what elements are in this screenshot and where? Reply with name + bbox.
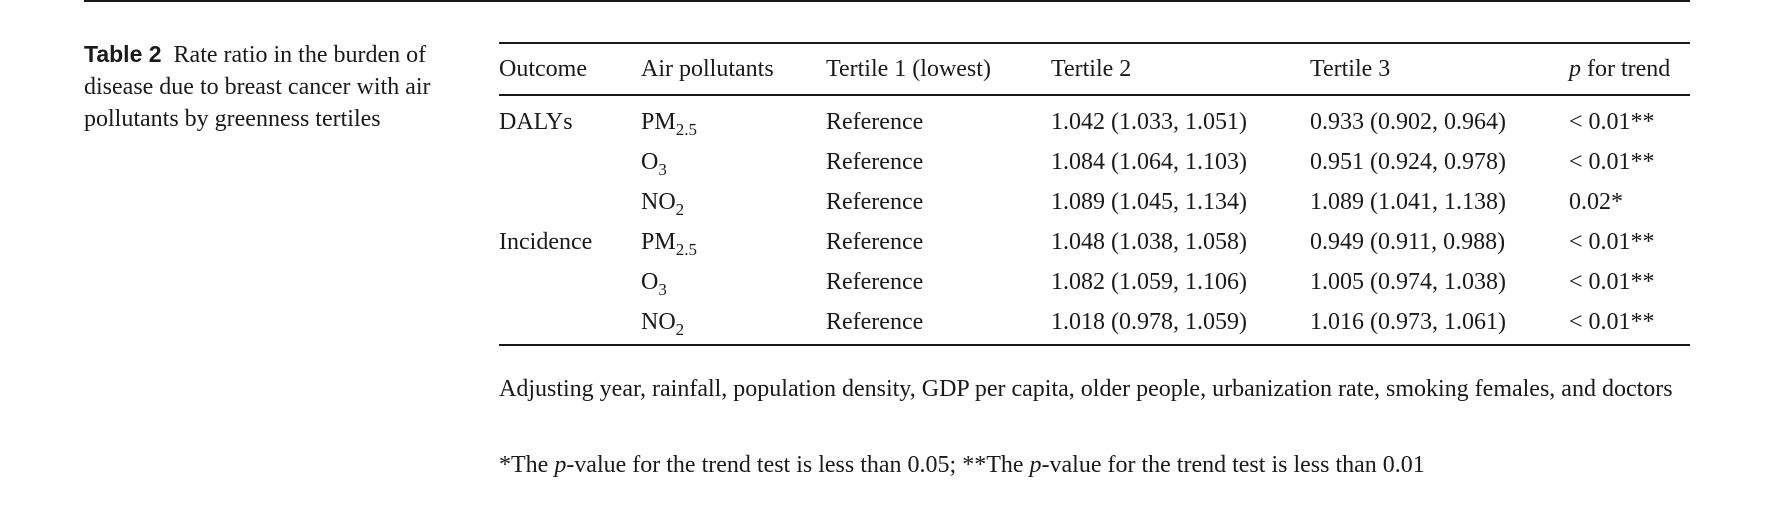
cell-pollutant: NO2 <box>641 308 685 339</box>
pollutant-subscript: 3 <box>658 160 667 179</box>
footnote-text-2: -value for the trend test is less than 0… <box>566 452 1030 478</box>
table-row: NO2 Reference 1.018 (0.978, 1.059) 1.016… <box>499 302 1690 342</box>
cell-tertile2: 1.048 (1.038, 1.058) <box>1051 229 1247 255</box>
header-p-for-trend: p for trend <box>1569 55 1670 83</box>
table-caption: Table 2 Rate ratio in the burden of dise… <box>84 38 454 135</box>
pollutant-base: PM <box>641 109 676 135</box>
footnote-text-1: *The <box>499 452 555 478</box>
table-title: Rate ratio in the burden of disease due … <box>84 42 431 132</box>
pollutant-subscript: 2 <box>675 200 685 219</box>
top-rule <box>84 0 1690 2</box>
table-row: Incidence PM2.5 Reference 1.048 (1.038, … <box>499 222 1690 262</box>
cell-pollutant: O3 <box>641 148 667 179</box>
pollutant-subscript: 2 <box>675 320 685 339</box>
cell-tertile2: 1.084 (1.064, 1.103) <box>1051 149 1247 175</box>
cell-tertile2: 1.082 (1.059, 1.106) <box>1051 269 1247 295</box>
footnote-p-italic-2: p <box>1029 452 1042 478</box>
cell-tertile3: 1.089 (1.041, 1.138) <box>1310 189 1506 215</box>
header-p-italic: p <box>1569 56 1581 82</box>
header-p-rest: for trend <box>1581 56 1671 82</box>
table-bottom-rule <box>499 344 1690 346</box>
table-row: NO2 Reference 1.089 (1.045, 1.134) 1.089… <box>499 182 1690 222</box>
cell-p-for-trend: < 0.01** <box>1569 229 1655 255</box>
footnote-text-3: -value for the trend test is less than 0… <box>1041 452 1425 478</box>
table-top-rule <box>499 42 1690 44</box>
cell-outcome: DALYs <box>499 109 573 135</box>
pollutant-base: NO <box>641 309 676 335</box>
cell-tertile3: 1.016 (0.973, 1.061) <box>1310 309 1506 335</box>
pollutant-subscript: 2.5 <box>675 120 697 139</box>
footnote-p-italic-1: p <box>554 452 567 478</box>
cell-pollutant: O3 <box>641 268 667 299</box>
header-outcome: Outcome <box>499 56 587 82</box>
header-rule <box>499 94 1690 96</box>
cell-tertile1: Reference <box>826 189 924 215</box>
cell-pollutant: NO2 <box>641 188 685 219</box>
pollutant-subscript: 3 <box>658 280 667 299</box>
cell-p-for-trend: < 0.01** <box>1569 109 1655 135</box>
table-row: O3 Reference 1.084 (1.064, 1.103) 0.951 … <box>499 142 1690 182</box>
header-tertile2: Tertile 2 <box>1051 56 1132 82</box>
cell-tertile2: 1.089 (1.045, 1.134) <box>1051 189 1247 215</box>
table-row: DALYs PM2.5 Reference 1.042 (1.033, 1.05… <box>499 102 1690 142</box>
cell-tertile1: Reference <box>826 229 924 255</box>
header-tertile3: Tertile 3 <box>1310 56 1391 82</box>
cell-tertile3: 0.949 (0.911, 0.988) <box>1310 229 1506 255</box>
cell-outcome: Incidence <box>499 229 593 255</box>
cell-tertile1: Reference <box>826 149 924 175</box>
pollutant-base: PM <box>641 229 676 255</box>
header-air-pollutants: Air pollutants <box>641 56 774 82</box>
table-label: Table 2 <box>84 41 162 67</box>
cell-tertile3: 0.951 (0.924, 0.978) <box>1310 149 1506 175</box>
cell-p-for-trend: < 0.01** <box>1569 309 1655 335</box>
pollutant-subscript: 2.5 <box>675 240 697 259</box>
cell-pollutant: PM2.5 <box>641 228 697 259</box>
cell-tertile2: 1.042 (1.033, 1.051) <box>1051 109 1247 135</box>
cell-tertile1: Reference <box>826 109 924 135</box>
pollutant-base: NO <box>641 189 676 215</box>
cell-p-for-trend: < 0.01** <box>1569 269 1655 295</box>
table-row: O3 Reference 1.082 (1.059, 1.106) 1.005 … <box>499 262 1690 302</box>
footnote-adjusting: Adjusting year, rainfall, population den… <box>499 376 1673 402</box>
header-tertile1: Tertile 1 (lowest) <box>826 56 991 82</box>
cell-p-for-trend: 0.02* <box>1569 189 1623 215</box>
cell-tertile2: 1.018 (0.978, 1.059) <box>1051 309 1247 335</box>
cell-tertile1: Reference <box>826 309 924 335</box>
pollutant-base: O <box>641 269 659 295</box>
cell-tertile3: 0.933 (0.902, 0.964) <box>1310 109 1506 135</box>
cell-tertile1: Reference <box>826 269 924 295</box>
table-header-row: Outcome Air pollutants Tertile 1 (lowest… <box>499 44 1690 94</box>
pollutant-base: O <box>641 149 659 175</box>
cell-tertile3: 1.005 (0.974, 1.038) <box>1310 269 1506 295</box>
cell-pollutant: PM2.5 <box>641 108 697 139</box>
cell-p-for-trend: < 0.01** <box>1569 149 1655 175</box>
data-table: Outcome Air pollutants Tertile 1 (lowest… <box>499 42 1690 346</box>
footnote-significance: *The p-value for the trend test is less … <box>499 449 1690 482</box>
